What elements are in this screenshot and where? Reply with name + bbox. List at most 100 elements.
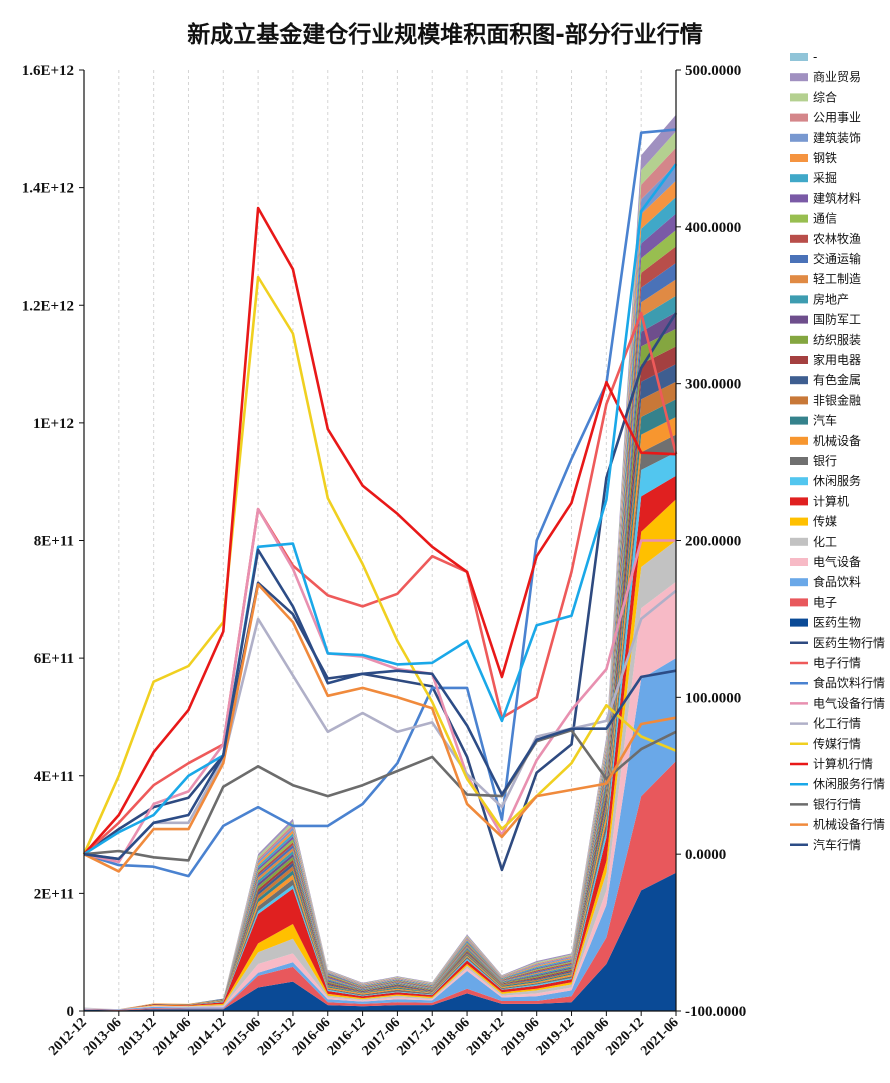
legend-label: 钢铁 xyxy=(813,151,837,165)
legend-swatch xyxy=(790,315,808,324)
x-tick-label: 2020-06 xyxy=(569,1015,613,1059)
x-tick-label: 2013-12 xyxy=(116,1015,160,1059)
area-食品饮料 xyxy=(84,658,676,1010)
x-tick-label: 2015-06 xyxy=(220,1015,264,1059)
x-tick-label: 2019-12 xyxy=(534,1015,578,1059)
line-series xyxy=(82,128,678,878)
legend-label: 交通运输 xyxy=(813,251,861,266)
legend-label: 化工 xyxy=(813,535,837,549)
x-tick-label: 2018-12 xyxy=(464,1015,508,1059)
legend-swatch xyxy=(790,578,808,587)
line-汽车行情 xyxy=(83,548,677,861)
y-tick-label-right: 500.0000 xyxy=(685,63,741,79)
y-tick-label-right: 300.0000 xyxy=(685,377,741,393)
area-医药生物 xyxy=(84,872,676,1011)
x-tick-label: 2019-06 xyxy=(499,1015,543,1059)
legend-label: 银行行情 xyxy=(813,797,861,811)
legend-swatch xyxy=(790,73,808,82)
legend-label: 电气设备行情 xyxy=(813,695,885,710)
legend-label: 计算机行情 xyxy=(813,756,873,771)
y-tick-label-left: 1E+12 xyxy=(33,416,74,432)
legend-label: 电子 xyxy=(813,595,837,609)
x-tick-label: 2020-12 xyxy=(603,1015,647,1059)
line-机械设备行情 xyxy=(83,583,677,873)
line-传媒行情 xyxy=(82,275,677,855)
y-tick-label-left: 1.4E+12 xyxy=(22,181,74,197)
x-tick-label: 2014-06 xyxy=(151,1015,195,1059)
x-tick-label: 2017-06 xyxy=(360,1015,404,1059)
y-tick-label-left: 2E+11 xyxy=(34,886,74,902)
legend-label: - xyxy=(813,50,817,64)
legend-label: 传媒行情 xyxy=(813,736,861,751)
legend-swatch xyxy=(790,154,808,162)
legend-label: 轻工制造 xyxy=(813,272,861,286)
legend-swatch xyxy=(790,618,808,627)
line-银行行情 xyxy=(83,728,677,862)
legend-swatch xyxy=(790,255,808,263)
y-tick-label-right: 400.0000 xyxy=(685,220,741,236)
legend-label: 采掘 xyxy=(813,170,837,185)
legend-swatch xyxy=(790,598,808,607)
legend-swatch xyxy=(790,93,808,102)
y-tick-label-right: 0.0000 xyxy=(685,847,726,863)
line-计算机行情 xyxy=(83,206,677,856)
legend-label: 汽车行情 xyxy=(813,837,861,852)
legend-label: 化工行情 xyxy=(813,717,861,731)
y-tick-label-left: 6E+11 xyxy=(34,651,74,667)
legend-swatch xyxy=(790,194,808,203)
y-tick-label-left: 1.6E+12 xyxy=(22,63,74,79)
legend-label: 计算机 xyxy=(813,493,849,508)
y-tick-label-right: -100.0000 xyxy=(685,1004,746,1020)
x-tick-label: 2014-12 xyxy=(186,1015,230,1059)
legend-swatch xyxy=(790,234,808,243)
legend-swatch xyxy=(790,133,808,142)
x-tick-label: 2016-12 xyxy=(325,1015,369,1059)
legend-label: 公用事业 xyxy=(813,111,861,125)
y-tick-label-left: 8E+11 xyxy=(34,534,74,550)
legend-label: 综合 xyxy=(813,89,837,104)
legend-label: 建筑材料 xyxy=(813,190,861,205)
legend-swatch xyxy=(790,174,808,183)
legend-label: 建筑装饰 xyxy=(813,130,861,145)
x-tick-label: 2021-06 xyxy=(638,1015,682,1059)
legend-label: 传媒 xyxy=(813,514,837,529)
legend-label: 电气设备 xyxy=(813,554,861,569)
legend-swatch xyxy=(790,517,808,526)
x-tick-label: 2012-12 xyxy=(46,1015,90,1059)
legend-swatch xyxy=(790,275,808,284)
legend-label: 休闲服务 xyxy=(813,473,861,488)
x-tick-label: 2018-06 xyxy=(429,1015,473,1059)
line-电子行情 xyxy=(83,311,678,856)
legend-label: 食品饮料行情 xyxy=(813,675,885,690)
legend-label: 非银金融 xyxy=(813,392,861,407)
line-电气设备行情 xyxy=(83,507,676,864)
legend-label: 机械设备 xyxy=(813,433,861,448)
legend-label: 有色金属 xyxy=(813,372,861,387)
legend-swatch xyxy=(790,416,808,425)
legend-label: 家用电器 xyxy=(813,352,861,367)
legend-swatch xyxy=(790,53,808,61)
x-tick-label: 2016-06 xyxy=(290,1015,334,1059)
legend-label: 国防军工 xyxy=(813,312,861,327)
legend-swatch xyxy=(790,376,808,385)
x-tick-label: 2015-12 xyxy=(255,1015,299,1059)
legend-swatch xyxy=(790,356,808,364)
legend-label: 休闲服务行情 xyxy=(813,776,885,791)
legend-swatch xyxy=(790,214,808,223)
legend-swatch xyxy=(790,477,808,486)
legend-swatch xyxy=(790,436,808,445)
y-tick-label-left: 0 xyxy=(67,1004,75,1020)
y-tick-label-left: 4E+11 xyxy=(34,769,74,785)
legend-label: 纺织服装 xyxy=(813,333,861,347)
legend-label: 食品饮料 xyxy=(813,574,861,589)
legend-label: 机械设备行情 xyxy=(813,817,885,832)
chart-title: 新成立基金建仓行业规模堆积面积图-部分行业行情 xyxy=(187,21,703,48)
legend-swatch xyxy=(790,558,808,566)
legend-swatch xyxy=(790,537,808,546)
legend-label: 商业贸易 xyxy=(813,69,861,84)
line-食品饮料行情 xyxy=(83,128,677,878)
legend-label: 电子行情 xyxy=(813,656,861,670)
legend: - 商业贸易综合公用事业建筑装饰钢铁采掘建筑材料通信农林牧渔交通运输轻工制造房地产… xyxy=(790,50,885,852)
x-tick-label: 2013-06 xyxy=(81,1015,125,1059)
